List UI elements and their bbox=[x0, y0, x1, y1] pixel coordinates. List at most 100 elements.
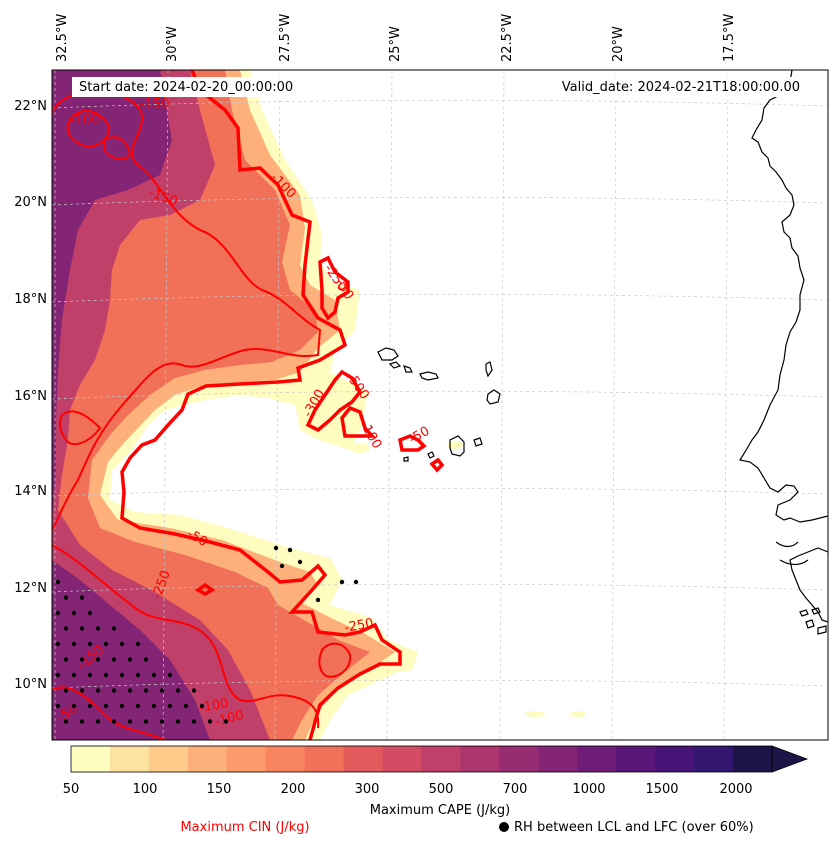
cape-verde-island bbox=[473, 437, 483, 447]
colorbar-tick-label: 100 bbox=[133, 782, 158, 797]
lon-label-32-5w: 32.5°W bbox=[55, 14, 70, 62]
cape-verde-island bbox=[377, 347, 399, 361]
latitude-labels: 22°N 20°N 18°N 16°N 14°N 12°N 10°N bbox=[14, 99, 47, 692]
rh-dot bbox=[71, 703, 77, 709]
lat-label-18n: 18°N bbox=[14, 292, 47, 307]
rh-dot bbox=[103, 641, 109, 647]
coastline-inlet bbox=[775, 541, 799, 548]
graticule bbox=[52, 70, 828, 740]
colorbar-swatch bbox=[499, 746, 539, 772]
rh-dot bbox=[119, 672, 125, 678]
bijagos-islands bbox=[799, 607, 827, 635]
colorbar-title: Maximum CAPE (J/kg) bbox=[370, 803, 510, 818]
cape-verde-island bbox=[403, 456, 409, 462]
cape-verde-island bbox=[485, 361, 493, 378]
cape-layer-4 bbox=[52, 70, 270, 740]
colorbar-swatch bbox=[460, 746, 500, 772]
cape-layer-6 bbox=[52, 560, 210, 740]
legend: Maximum CIN (J/kg) RH between LCL and LF… bbox=[180, 820, 753, 835]
rh-dot bbox=[111, 719, 117, 724]
cape-verde-island bbox=[403, 365, 413, 373]
rh-dot bbox=[95, 719, 101, 724]
colorbar-swatch bbox=[577, 746, 617, 772]
rh-dot bbox=[111, 657, 117, 662]
cin-contour-island-6 bbox=[194, 582, 216, 597]
rh-dot bbox=[159, 688, 165, 693]
longitude-labels: 32.5°W 30°W 27.5°W 25°W 22.5°W 20°W 17.5… bbox=[55, 14, 737, 62]
rh-dot bbox=[151, 703, 157, 709]
rh-dot bbox=[103, 703, 109, 709]
rh-dot bbox=[207, 719, 213, 724]
cin-contour-island-2 bbox=[305, 369, 363, 433]
rh-dot bbox=[315, 597, 321, 603]
lat-label-12n: 12°N bbox=[14, 581, 47, 596]
lat-label-22n: 22°N bbox=[14, 99, 47, 114]
cin-contour-island-1 bbox=[318, 255, 350, 321]
rh-dot bbox=[63, 657, 69, 662]
cin-contour-outer bbox=[120, 70, 402, 740]
rh-dot bbox=[191, 688, 197, 693]
rh-dot bbox=[143, 688, 149, 693]
rh-dot bbox=[79, 657, 85, 662]
rh-stipple bbox=[55, 545, 359, 724]
rh-dot bbox=[71, 641, 77, 647]
rh-dot bbox=[119, 703, 125, 709]
map-frame bbox=[51, 69, 829, 741]
cin-contour-label: -150 bbox=[140, 97, 170, 112]
cin-contour-inner-3 bbox=[103, 136, 132, 161]
colorbar-swatch bbox=[421, 746, 462, 772]
map-panel: -150 -100 -150 -100 -250 -50 -500 -300 -… bbox=[52, 70, 828, 740]
colorbar-tick-label: 2000 bbox=[719, 782, 752, 797]
rh-dot bbox=[135, 672, 141, 678]
rh-dot bbox=[111, 626, 117, 631]
rh-dot bbox=[127, 719, 133, 724]
rh-dot bbox=[111, 688, 117, 693]
rh-dot bbox=[63, 688, 69, 693]
rh-dot bbox=[223, 719, 229, 724]
rh-dot bbox=[135, 703, 141, 709]
cin-contour-inner-1 bbox=[52, 90, 322, 531]
colorbar-tick-label: 1000 bbox=[572, 782, 605, 797]
rh-dot bbox=[87, 641, 93, 647]
rh-dot bbox=[55, 579, 61, 585]
rh-dot bbox=[279, 563, 285, 569]
colorbar-swatch bbox=[148, 746, 189, 772]
rh-dot bbox=[79, 688, 85, 693]
colorbar-swatch bbox=[109, 746, 150, 772]
header: Start date: 2024-02-20_00:00:00 Valid_da… bbox=[72, 77, 804, 97]
rh-dot bbox=[135, 641, 141, 647]
colorbar-swatch bbox=[187, 746, 228, 772]
rh-dot bbox=[297, 559, 303, 565]
cin-contour-inner-4 bbox=[58, 410, 102, 446]
rh-dot bbox=[191, 719, 197, 724]
colorbar-tick-label: 700 bbox=[503, 782, 528, 797]
rh-legend-label: RH between LCL and LFC (over 60%) bbox=[514, 820, 754, 835]
cape-verde-island bbox=[419, 371, 439, 381]
lon-label-20w: 20°W bbox=[611, 26, 626, 62]
colorbar-tick-label: 150 bbox=[207, 782, 232, 797]
cape-layer-5 bbox=[52, 70, 172, 520]
cape-verde-island bbox=[449, 435, 465, 457]
lon-label-27-5w: 27.5°W bbox=[278, 14, 293, 62]
rh-dot bbox=[127, 688, 133, 693]
colorbar-ticks: 50 100 150 200 300 500 700 1000 1500 200… bbox=[63, 782, 753, 797]
cin-contour-island-3 bbox=[340, 405, 376, 438]
rh-dot bbox=[87, 610, 93, 616]
africa-coastline bbox=[739, 70, 828, 623]
lat-label-10n: 10°N bbox=[14, 677, 47, 692]
lat-label-14n: 14°N bbox=[14, 484, 47, 499]
rh-dot bbox=[63, 719, 69, 724]
rh-dot bbox=[287, 547, 293, 553]
colorbar-swatch bbox=[538, 746, 578, 772]
cin-contour-inner-6 bbox=[318, 642, 352, 678]
rh-dot bbox=[55, 610, 61, 616]
lat-label-16n: 16°N bbox=[14, 389, 47, 404]
lon-label-30w: 30°W bbox=[165, 26, 180, 62]
cin-contour-island-5 bbox=[429, 457, 445, 473]
rh-dot bbox=[127, 657, 133, 662]
rh-dot bbox=[183, 703, 189, 709]
lat-label-20n: 20°N bbox=[14, 195, 47, 210]
lon-label-22-5w: 22.5°W bbox=[500, 14, 515, 62]
rh-dot bbox=[55, 672, 61, 678]
rh-dot bbox=[95, 688, 101, 693]
